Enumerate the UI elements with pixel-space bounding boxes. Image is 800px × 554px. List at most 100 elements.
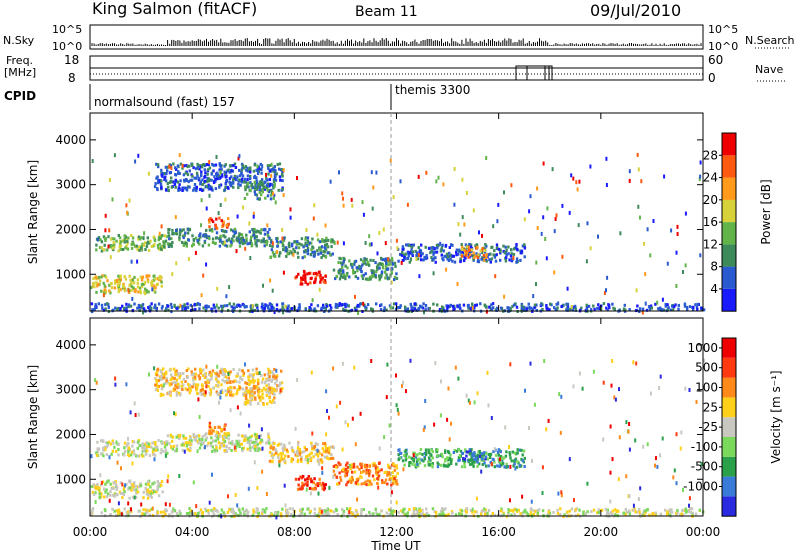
echo-cell xyxy=(151,491,154,495)
echo-cell xyxy=(415,251,419,255)
echo-cell xyxy=(99,473,102,478)
echo-cell xyxy=(582,513,585,517)
echo-cell xyxy=(499,450,502,454)
echo-cell xyxy=(111,493,115,497)
echo-cell xyxy=(193,303,196,307)
echo-cell xyxy=(408,461,412,464)
echo-cell xyxy=(233,445,236,450)
echo-cell xyxy=(570,173,573,178)
echo-cell xyxy=(298,448,301,451)
echo-cell xyxy=(178,188,182,192)
echo-cell xyxy=(176,180,180,184)
echo-cell xyxy=(523,244,526,248)
echo-cell xyxy=(106,248,109,252)
echo-cell xyxy=(210,372,213,376)
echo-cell xyxy=(308,511,312,515)
echo-cell xyxy=(566,302,570,306)
echo-cell xyxy=(121,248,125,251)
echo-cell xyxy=(418,274,421,279)
echo-cell xyxy=(375,265,379,269)
echo-cell xyxy=(358,265,361,269)
echo-cell xyxy=(244,246,247,251)
echo-cell xyxy=(491,302,495,306)
echo-cell xyxy=(116,283,120,287)
echo-cell xyxy=(419,304,422,308)
echo-cell xyxy=(289,215,292,220)
echo-cell xyxy=(677,303,680,307)
echo-cell xyxy=(236,388,239,392)
echo-cell xyxy=(351,265,354,269)
echo-cell xyxy=(238,154,241,159)
echo-cell xyxy=(350,308,354,312)
echo-cell xyxy=(157,482,160,486)
echo-cell xyxy=(242,392,245,396)
echo-cell xyxy=(209,388,212,391)
echo-cell xyxy=(166,169,169,173)
echo-cell xyxy=(267,378,270,382)
echo-cell xyxy=(122,286,125,290)
echo-cell xyxy=(692,305,695,309)
echo-cell xyxy=(412,453,415,458)
echo-cell xyxy=(176,382,180,386)
echo-cell xyxy=(624,512,627,516)
echo-cell xyxy=(159,510,163,514)
echo-cell xyxy=(141,442,144,446)
echo-cell xyxy=(634,438,637,443)
echo-cell xyxy=(117,448,120,451)
echo-cell xyxy=(248,241,251,245)
echo-cell xyxy=(92,281,95,285)
echo-cell xyxy=(205,364,208,369)
echo-cell xyxy=(247,168,251,172)
echo-cell xyxy=(141,306,144,310)
echo-cell xyxy=(296,240,299,244)
echo-cell xyxy=(321,481,325,485)
echo-cell xyxy=(156,488,159,492)
noise-panel: N.Sky N.Search 10^5 10^0 10^5 10^0 xyxy=(3,23,795,53)
echo-cell xyxy=(185,512,189,515)
echo-cell xyxy=(261,307,264,311)
echo-cell xyxy=(306,477,309,481)
echo-cell xyxy=(156,479,159,483)
echo-cell xyxy=(341,468,344,472)
echo-cell xyxy=(233,174,237,178)
echo-cell xyxy=(202,306,205,310)
echo-cell xyxy=(283,236,286,240)
echo-cell xyxy=(224,171,228,175)
echo-cell xyxy=(109,513,112,517)
echo-cell xyxy=(118,288,121,292)
echo-cell xyxy=(290,307,294,310)
echo-cell xyxy=(156,163,160,167)
echo-cell xyxy=(400,509,403,513)
echo-cell xyxy=(160,387,164,391)
echo-cell xyxy=(490,307,493,311)
echo-cell xyxy=(284,503,287,508)
echo-cell xyxy=(395,464,398,468)
echo-cell xyxy=(461,465,464,469)
echo-cell xyxy=(552,510,555,514)
echo-cell xyxy=(95,453,99,457)
echo-cell xyxy=(159,377,163,381)
echo-cell xyxy=(182,383,185,387)
echo-cell xyxy=(431,465,434,469)
echo-cell xyxy=(224,448,228,452)
echo-cell xyxy=(258,180,261,184)
echo-cell xyxy=(94,276,98,280)
echo-cell xyxy=(337,261,340,264)
echo-cell xyxy=(200,443,203,447)
echo-cell xyxy=(97,236,101,240)
echo-cell xyxy=(301,277,304,281)
echo-cell xyxy=(566,510,569,514)
echo-cell xyxy=(174,412,177,417)
echo-cell xyxy=(649,304,653,308)
echo-cell xyxy=(92,277,95,280)
echo-cell xyxy=(192,382,195,386)
echo-cell xyxy=(245,168,248,172)
echo-cell xyxy=(244,188,247,192)
echo-cell xyxy=(139,286,142,290)
echo-cell xyxy=(188,439,191,443)
echo-cell xyxy=(141,454,144,458)
echo-cell xyxy=(513,247,516,251)
echo-cell xyxy=(151,287,154,292)
echo-cell xyxy=(344,463,348,467)
echo-cell xyxy=(109,490,112,494)
